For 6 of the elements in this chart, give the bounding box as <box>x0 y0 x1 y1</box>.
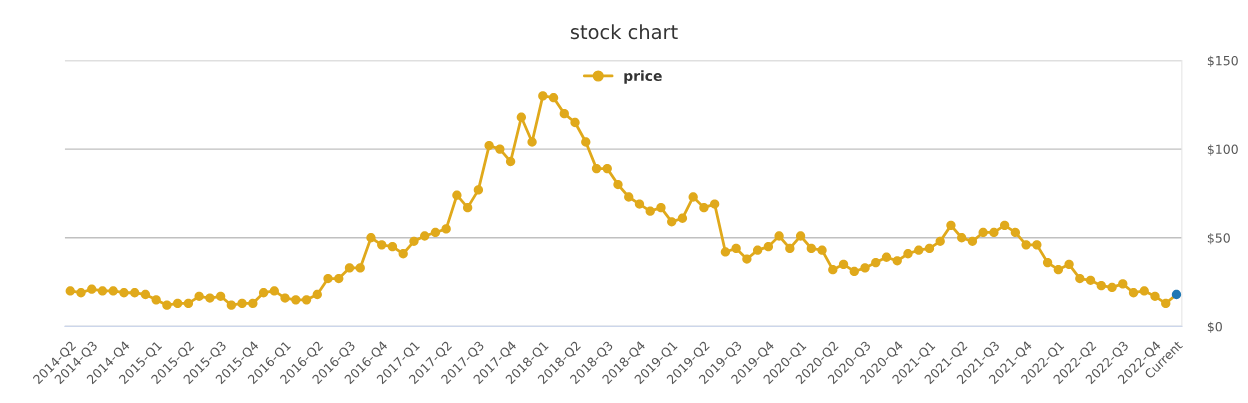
y-tick-label: $150 <box>1207 55 1238 68</box>
chart-title: stock chart <box>570 24 678 40</box>
y-tick-label: $50 <box>1207 233 1230 245</box>
y-tick-label: $100 <box>1207 144 1238 156</box>
y-tick-label: $0 <box>1207 321 1222 334</box>
legend-label: price <box>624 70 662 84</box>
